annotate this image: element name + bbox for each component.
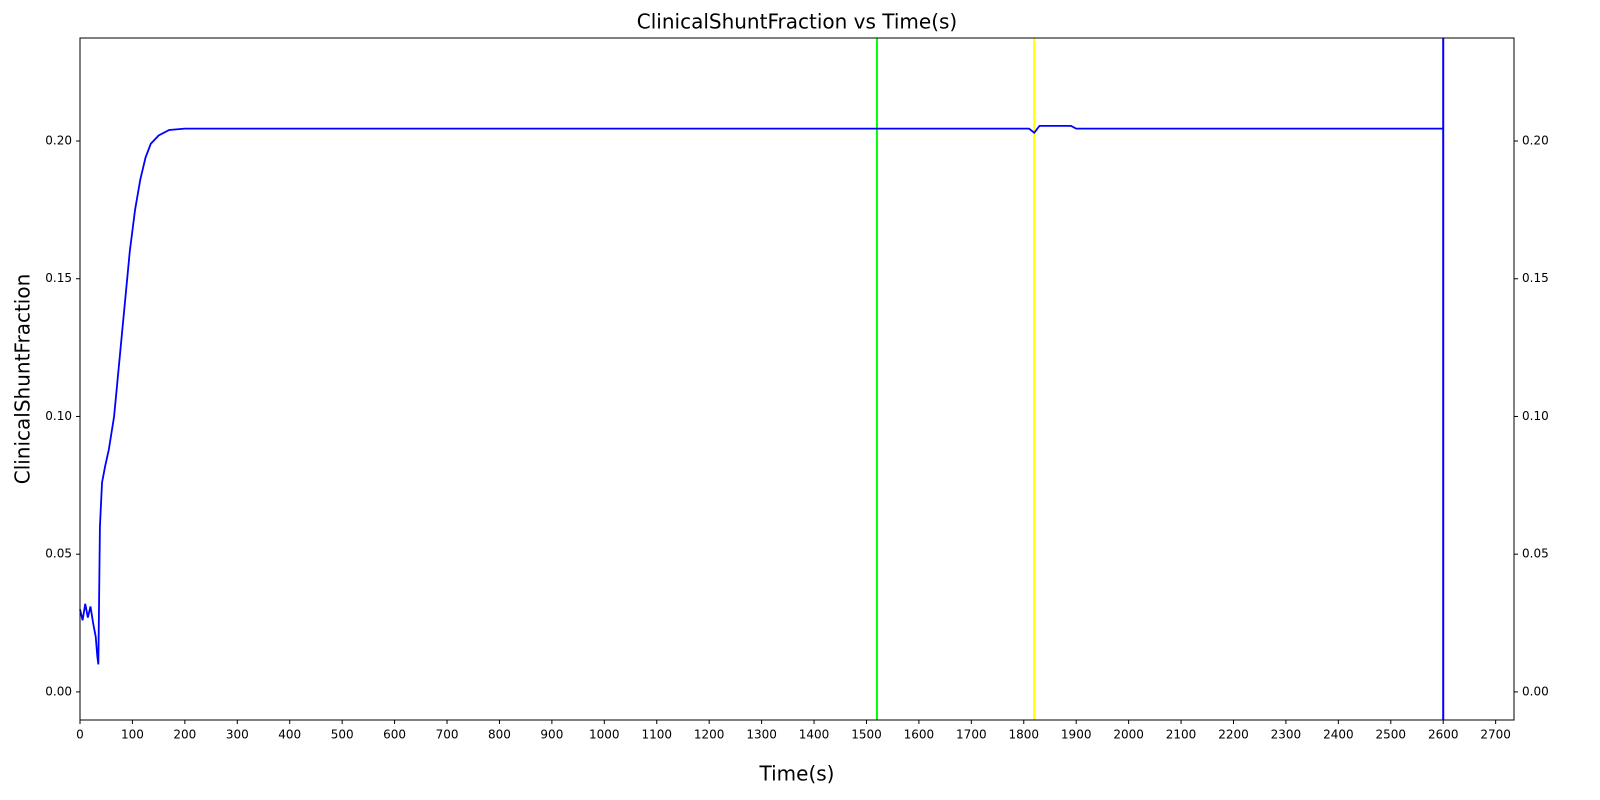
y-tick-label: 0.15 xyxy=(45,271,72,285)
x-tick-label: 2700 xyxy=(1480,728,1511,742)
y-tick-label-right: 0.15 xyxy=(1522,271,1549,285)
y-tick-label: 0.05 xyxy=(45,547,72,561)
y-tick-label-right: 0.05 xyxy=(1522,547,1549,561)
x-axis-label: Time(s) xyxy=(759,762,835,786)
y-axis-label: ClinicalShuntFraction xyxy=(11,274,35,485)
x-tick-label: 1500 xyxy=(851,728,882,742)
y-tick-label: 0.00 xyxy=(45,684,72,698)
x-tick-label: 2000 xyxy=(1113,728,1144,742)
x-tick-label: 800 xyxy=(488,728,511,742)
y-tick-label: 0.10 xyxy=(45,409,72,423)
y-tick-label: 0.20 xyxy=(45,134,72,148)
chart-title: ClinicalShuntFraction vs Time(s) xyxy=(637,10,957,34)
x-tick-label: 1000 xyxy=(589,728,620,742)
x-tick-label: 200 xyxy=(173,728,196,742)
x-tick-label: 2300 xyxy=(1271,728,1302,742)
x-tick-label: 0 xyxy=(76,728,84,742)
x-tick-label: 1700 xyxy=(956,728,987,742)
x-tick-label: 2400 xyxy=(1323,728,1354,742)
data-line xyxy=(79,124,1444,665)
x-tick-label: 100 xyxy=(121,728,144,742)
x-tick-label: 400 xyxy=(278,728,301,742)
x-tick-label: 900 xyxy=(540,728,563,742)
x-tick-label: 2500 xyxy=(1376,728,1407,742)
x-tick-label: 1300 xyxy=(746,728,777,742)
x-tick-label: 1600 xyxy=(904,728,935,742)
x-tick-label: 1900 xyxy=(1061,728,1092,742)
y-tick-label-right: 0.20 xyxy=(1522,134,1549,148)
x-tick-label: 1200 xyxy=(694,728,725,742)
x-tick-label: 300 xyxy=(226,728,249,742)
x-tick-label: 500 xyxy=(331,728,354,742)
x-tick-label: 2100 xyxy=(1166,728,1197,742)
x-tick-label: 1400 xyxy=(799,728,830,742)
x-tick-label: 700 xyxy=(436,728,459,742)
y-tick-label-right: 0.00 xyxy=(1522,684,1549,698)
x-tick-label: 2600 xyxy=(1428,728,1459,742)
x-tick-label: 2200 xyxy=(1218,728,1249,742)
x-tick-label: 1800 xyxy=(1008,728,1039,742)
x-tick-label: 600 xyxy=(383,728,406,742)
plot-frame xyxy=(79,37,1515,721)
y-tick-label-right: 0.10 xyxy=(1522,409,1549,423)
x-tick-label: 1100 xyxy=(641,728,672,742)
